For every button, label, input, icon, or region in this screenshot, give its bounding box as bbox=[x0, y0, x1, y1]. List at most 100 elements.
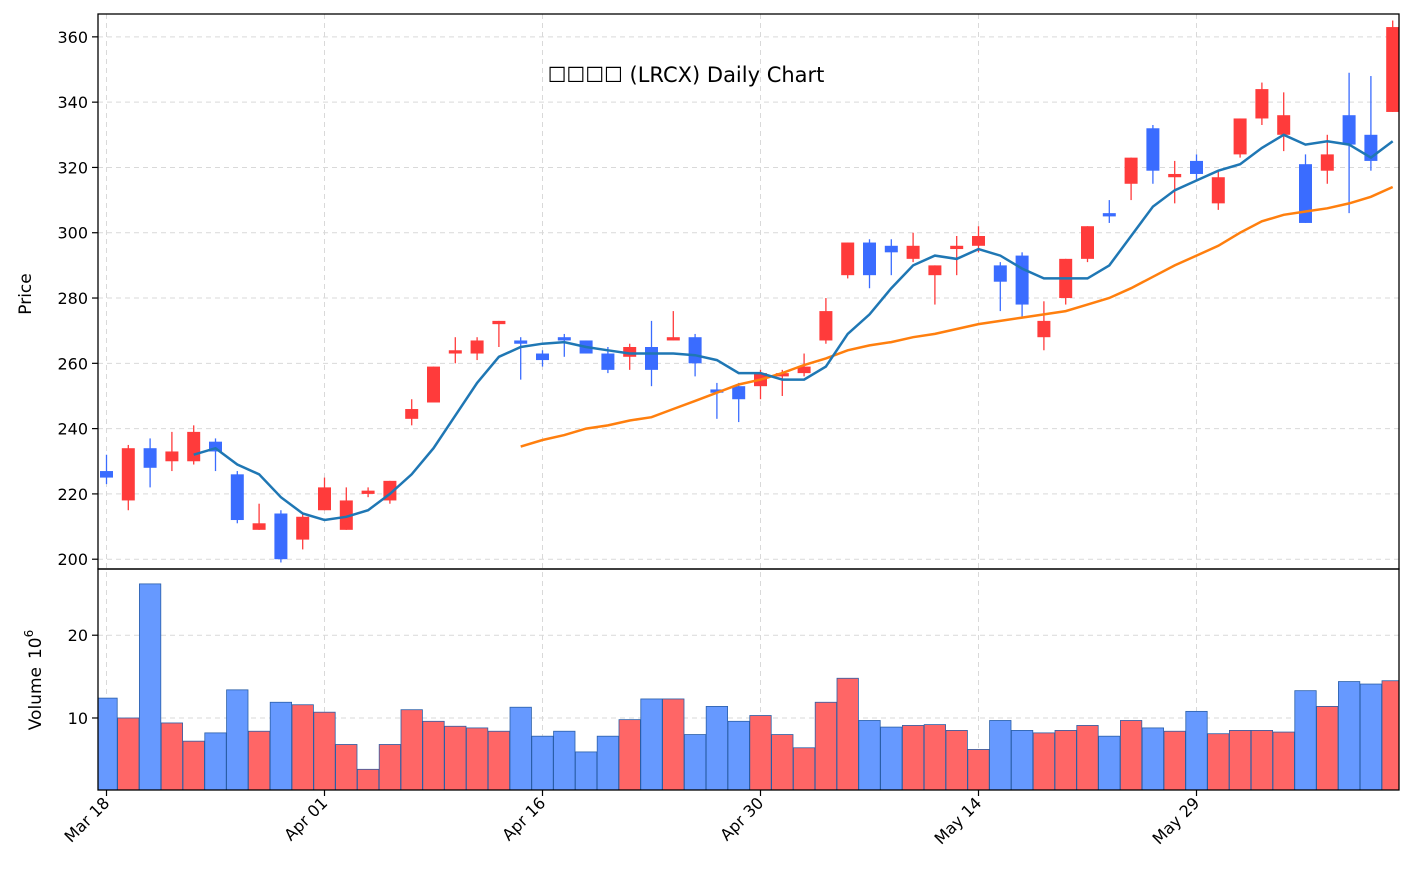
volume-bar bbox=[400, 709, 423, 791]
volume-bar bbox=[575, 751, 598, 791]
volume-bar bbox=[618, 719, 641, 791]
candle-body bbox=[209, 441, 222, 452]
volume-multiplier-exponent: 6 bbox=[22, 630, 36, 638]
chart-title: ☐☐☐☐ (LRCX) Daily Chart bbox=[548, 63, 825, 87]
volume-bar bbox=[945, 730, 968, 791]
volume-bar bbox=[836, 677, 859, 791]
volume-bar bbox=[1054, 730, 1077, 791]
price-gridlines bbox=[98, 36, 1399, 560]
volume-bar bbox=[487, 730, 511, 791]
ma-short-line bbox=[193, 133, 1394, 522]
candle-body bbox=[1190, 160, 1203, 174]
price-tick-label: 280 bbox=[57, 289, 88, 308]
candle-body bbox=[863, 242, 876, 276]
volume-bar bbox=[1250, 730, 1273, 791]
price-tick-label: 340 bbox=[57, 93, 88, 112]
volume-bar bbox=[902, 725, 925, 791]
volume-label-text: Volume bbox=[26, 667, 46, 730]
volume-bar bbox=[1032, 732, 1055, 791]
candle-body bbox=[318, 487, 331, 511]
volume-bar bbox=[596, 735, 620, 791]
x-tick-label: May 14 bbox=[931, 793, 986, 848]
volume-bar bbox=[1076, 725, 1099, 791]
candle-body bbox=[100, 471, 113, 478]
candle-body bbox=[1386, 27, 1400, 112]
candle-body bbox=[470, 340, 484, 354]
price-tick-label: 220 bbox=[57, 485, 88, 504]
candle-body bbox=[1146, 128, 1160, 171]
volume-bar bbox=[1316, 706, 1339, 791]
candle-body bbox=[1299, 164, 1312, 223]
volume-plot-frame bbox=[97, 568, 1400, 791]
candle-body bbox=[1255, 89, 1269, 119]
candle-body bbox=[296, 516, 310, 540]
volume-bar bbox=[97, 697, 118, 791]
volume-bar bbox=[465, 727, 489, 791]
price-axis: 200 220 240 260 280 300 320 340 360 bbox=[57, 28, 98, 569]
candle-body bbox=[1102, 213, 1116, 217]
volume-bar bbox=[1338, 681, 1361, 791]
volume-bar bbox=[1163, 730, 1186, 791]
volume-bar bbox=[989, 720, 1012, 791]
price-panel: ☐☐☐☐ (LRCX) Daily Chart 200 220 240 260 280 3… bbox=[16, 13, 1400, 790]
candle-body bbox=[165, 451, 179, 462]
volume-bar bbox=[117, 717, 140, 791]
candle-body bbox=[797, 366, 811, 374]
candle-body bbox=[601, 353, 615, 370]
candle-body bbox=[1015, 255, 1029, 305]
volume-bar bbox=[1141, 727, 1164, 791]
candle-body bbox=[819, 311, 833, 341]
volume-bar bbox=[640, 698, 663, 791]
candle-body bbox=[274, 513, 288, 560]
volume-bar bbox=[1272, 731, 1295, 791]
volume-bar bbox=[662, 698, 685, 791]
candle-body bbox=[1342, 115, 1356, 145]
candle-body bbox=[230, 474, 244, 521]
candle-body bbox=[1081, 226, 1094, 259]
candle-body bbox=[993, 265, 1007, 282]
volume-tick-label: 10 bbox=[68, 709, 88, 728]
ma-long-line bbox=[520, 185, 1394, 448]
volume-bar bbox=[684, 734, 707, 791]
volume-bar bbox=[378, 744, 402, 791]
candle-body bbox=[884, 245, 898, 253]
candle-body bbox=[143, 448, 157, 468]
candle-body bbox=[252, 523, 266, 530]
candle-body bbox=[1211, 177, 1225, 204]
candle-body bbox=[448, 350, 462, 354]
candle-body bbox=[666, 337, 680, 341]
volume-bar bbox=[1185, 710, 1208, 791]
x-tick-label: Apr 30 bbox=[716, 793, 767, 844]
x-gridlines bbox=[106, 14, 1197, 790]
volume-bar bbox=[1120, 720, 1143, 791]
price-tick-label: 240 bbox=[57, 420, 88, 439]
candle-body bbox=[1320, 154, 1334, 171]
candle-body bbox=[950, 245, 964, 250]
volume-bar bbox=[247, 730, 271, 791]
candle-body bbox=[339, 500, 353, 530]
volume-bar bbox=[444, 725, 467, 791]
volume-axis: 10 20 bbox=[68, 626, 98, 728]
candle-body bbox=[405, 409, 419, 419]
volume-bar bbox=[291, 704, 314, 791]
volume-bar bbox=[749, 715, 772, 791]
candle-body bbox=[732, 386, 746, 400]
volume-bar bbox=[138, 583, 162, 791]
candle-body bbox=[121, 448, 135, 501]
volume-bar bbox=[1229, 730, 1252, 791]
volume-bar bbox=[1381, 680, 1400, 791]
candle-body bbox=[557, 337, 571, 341]
candle-body bbox=[1037, 320, 1051, 338]
candle-body bbox=[427, 366, 440, 403]
candle-body bbox=[710, 389, 724, 393]
volume-bar bbox=[422, 720, 445, 791]
x-tick-label: May 29 bbox=[1149, 793, 1204, 848]
candle-body bbox=[361, 490, 375, 494]
price-plot-area bbox=[98, 14, 1399, 569]
volume-bar bbox=[1098, 735, 1121, 791]
volume-bars bbox=[97, 583, 1400, 791]
volume-bar bbox=[509, 706, 532, 791]
volume-bar bbox=[727, 720, 750, 791]
volume-bar bbox=[923, 724, 947, 791]
